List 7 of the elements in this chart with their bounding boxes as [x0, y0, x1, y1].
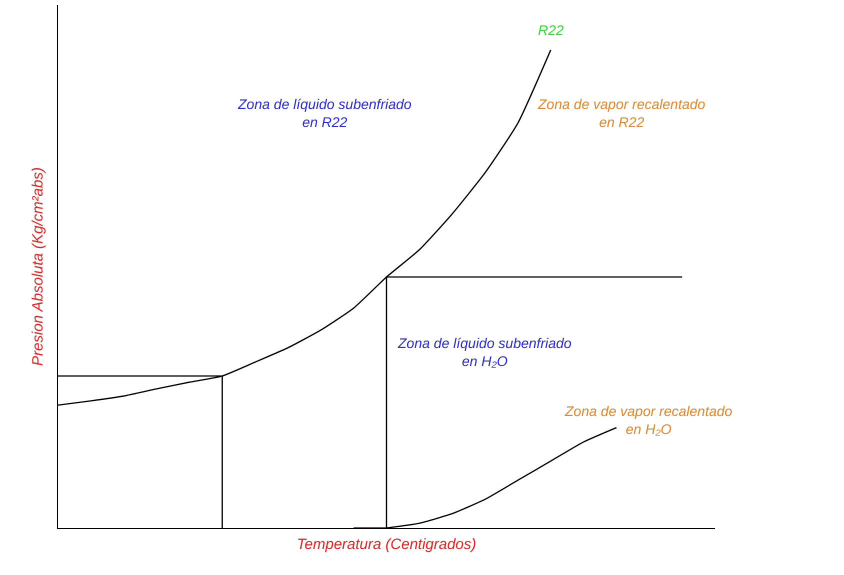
annotation: Zona de líquido subenfriado en R22: [237, 96, 412, 130]
x-axis-title: Temperatura (Centigrados): [296, 536, 476, 553]
y-axis-title: Presion Absoluta (Kg/cm²abs): [29, 167, 46, 366]
series-label: R22: [538, 22, 564, 38]
annotation: Zona de vapor recalentado en H₂O: [564, 403, 733, 438]
annotation: Zona de vapor recalentado en R22: [537, 96, 706, 130]
annotation: Zona de líquido subenfriado en H₂O: [397, 335, 572, 370]
